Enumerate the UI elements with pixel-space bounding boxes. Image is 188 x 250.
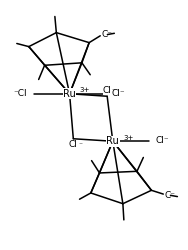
Text: 3+: 3+ — [80, 87, 90, 93]
Text: Cl⁻: Cl⁻ — [155, 136, 169, 145]
Text: Cl⁻: Cl⁻ — [112, 88, 125, 98]
Text: C⁻: C⁻ — [101, 30, 112, 39]
Text: ⁻Cl: ⁻Cl — [14, 88, 27, 98]
Text: 3+: 3+ — [123, 134, 133, 140]
Text: Cl: Cl — [103, 86, 112, 95]
Text: ⁻: ⁻ — [112, 86, 116, 95]
Text: Cl: Cl — [69, 140, 78, 149]
Text: C⁻: C⁻ — [164, 191, 175, 200]
Text: ⁻: ⁻ — [78, 140, 82, 149]
Text: Ru: Ru — [106, 136, 119, 146]
Text: Ru: Ru — [63, 89, 76, 99]
